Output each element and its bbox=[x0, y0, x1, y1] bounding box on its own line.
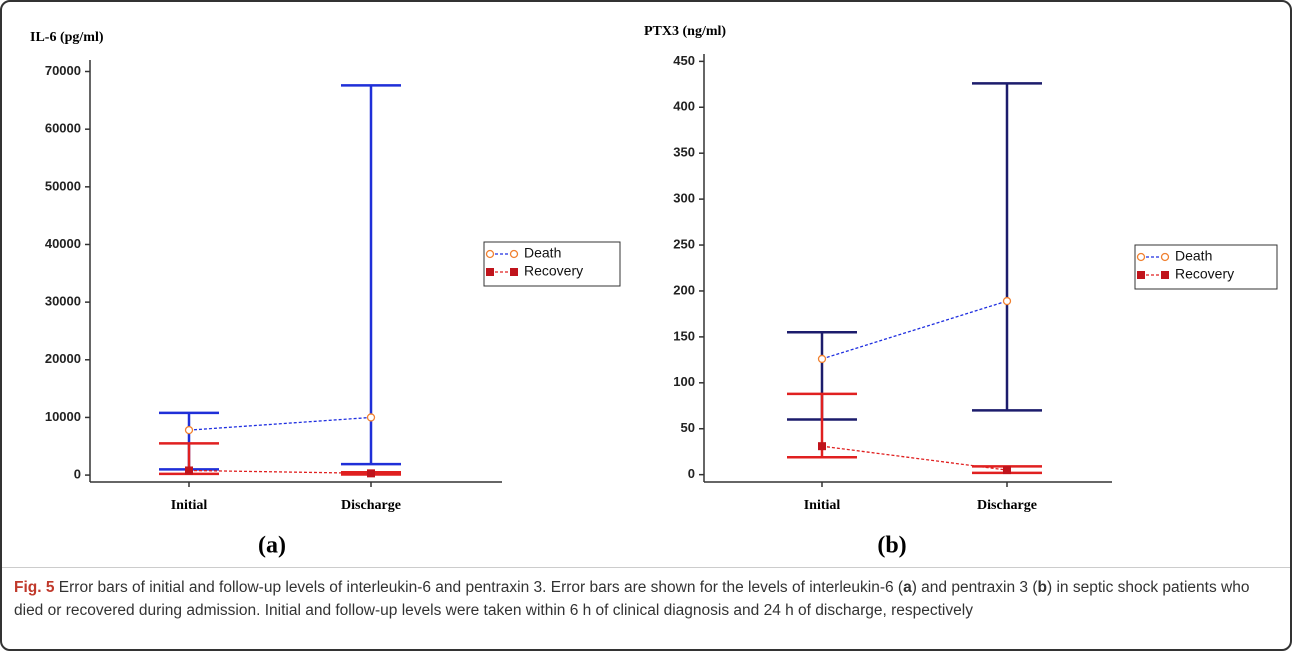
x-tick-label: Initial bbox=[171, 498, 208, 513]
y-tick-label: 70000 bbox=[45, 63, 81, 78]
y-tick-label: 0 bbox=[74, 467, 81, 482]
series-line bbox=[821, 445, 1008, 471]
y-tick-label: 0 bbox=[688, 466, 695, 481]
data-point bbox=[367, 469, 375, 478]
y-tick-label: 10000 bbox=[45, 409, 81, 424]
legend-marker bbox=[1137, 271, 1145, 279]
caption: Fig. 5 Error bars of initial and follow-… bbox=[2, 567, 1290, 630]
series-line bbox=[188, 469, 372, 475]
y-tick-label: 350 bbox=[673, 145, 695, 160]
x-tick-label: Discharge bbox=[341, 498, 401, 513]
series-line bbox=[821, 300, 1008, 360]
data-point bbox=[1003, 466, 1011, 475]
x-tick-label: Initial bbox=[804, 498, 841, 513]
series-line bbox=[188, 416, 372, 431]
y-tick-label: 250 bbox=[673, 236, 695, 251]
panel-label: (a) bbox=[258, 533, 286, 559]
legend-marker bbox=[1136, 252, 1146, 262]
y-tick-label: 50000 bbox=[45, 178, 81, 193]
y-tick-label: 30000 bbox=[45, 294, 81, 309]
legend-label: Recovery bbox=[524, 263, 583, 279]
y-tick-label: 60000 bbox=[45, 121, 81, 136]
legend-marker bbox=[1161, 271, 1169, 279]
caption-text: Error bars of initial and follow-up leve… bbox=[58, 579, 904, 596]
data-point bbox=[184, 425, 194, 435]
y-tick-label: 400 bbox=[673, 99, 695, 114]
y-tick-label: 20000 bbox=[45, 351, 81, 366]
y-tick-label: 300 bbox=[673, 191, 695, 206]
data-point bbox=[185, 466, 193, 475]
x-tick-label: Discharge bbox=[977, 498, 1037, 513]
y-tick-label: 50 bbox=[681, 420, 695, 435]
y-tick-label: 450 bbox=[673, 53, 695, 68]
y-axis-title: IL-6 (pg/ml) bbox=[30, 30, 104, 45]
caption-label: Fig. 5 bbox=[14, 579, 55, 596]
legend-box bbox=[1134, 244, 1278, 290]
caption-text: ) in septic shock patients who died or r… bbox=[14, 579, 1250, 619]
data-point bbox=[817, 354, 827, 364]
caption-text: a bbox=[903, 579, 912, 596]
caption-text: b bbox=[1037, 579, 1047, 596]
legend-marker bbox=[510, 268, 518, 276]
data-point bbox=[366, 413, 376, 422]
panel-label: (b) bbox=[877, 533, 906, 559]
legend-label: Recovery bbox=[1175, 266, 1234, 282]
legend-marker bbox=[486, 268, 494, 276]
y-tick-label: 40000 bbox=[45, 236, 81, 251]
data-point bbox=[818, 442, 826, 451]
legend-label: Death bbox=[524, 245, 561, 261]
legend-marker bbox=[509, 249, 519, 259]
y-axis-title: PTX3 (ng/ml) bbox=[644, 24, 726, 39]
legend-marker bbox=[1160, 252, 1170, 262]
y-tick-label: 150 bbox=[673, 328, 695, 343]
y-tick-label: 200 bbox=[673, 282, 695, 297]
y-tick-label: 100 bbox=[673, 374, 695, 389]
caption-text: ) and pentraxin 3 ( bbox=[911, 579, 1038, 596]
data-point bbox=[1002, 296, 1012, 306]
charts: IL-6 (pg/ml) 0 10000 20000 30000 40000 50000 60… bbox=[30, 24, 1278, 559]
legend-box bbox=[483, 241, 621, 287]
legend-label: Death bbox=[1175, 248, 1212, 264]
legend-marker bbox=[485, 249, 495, 259]
